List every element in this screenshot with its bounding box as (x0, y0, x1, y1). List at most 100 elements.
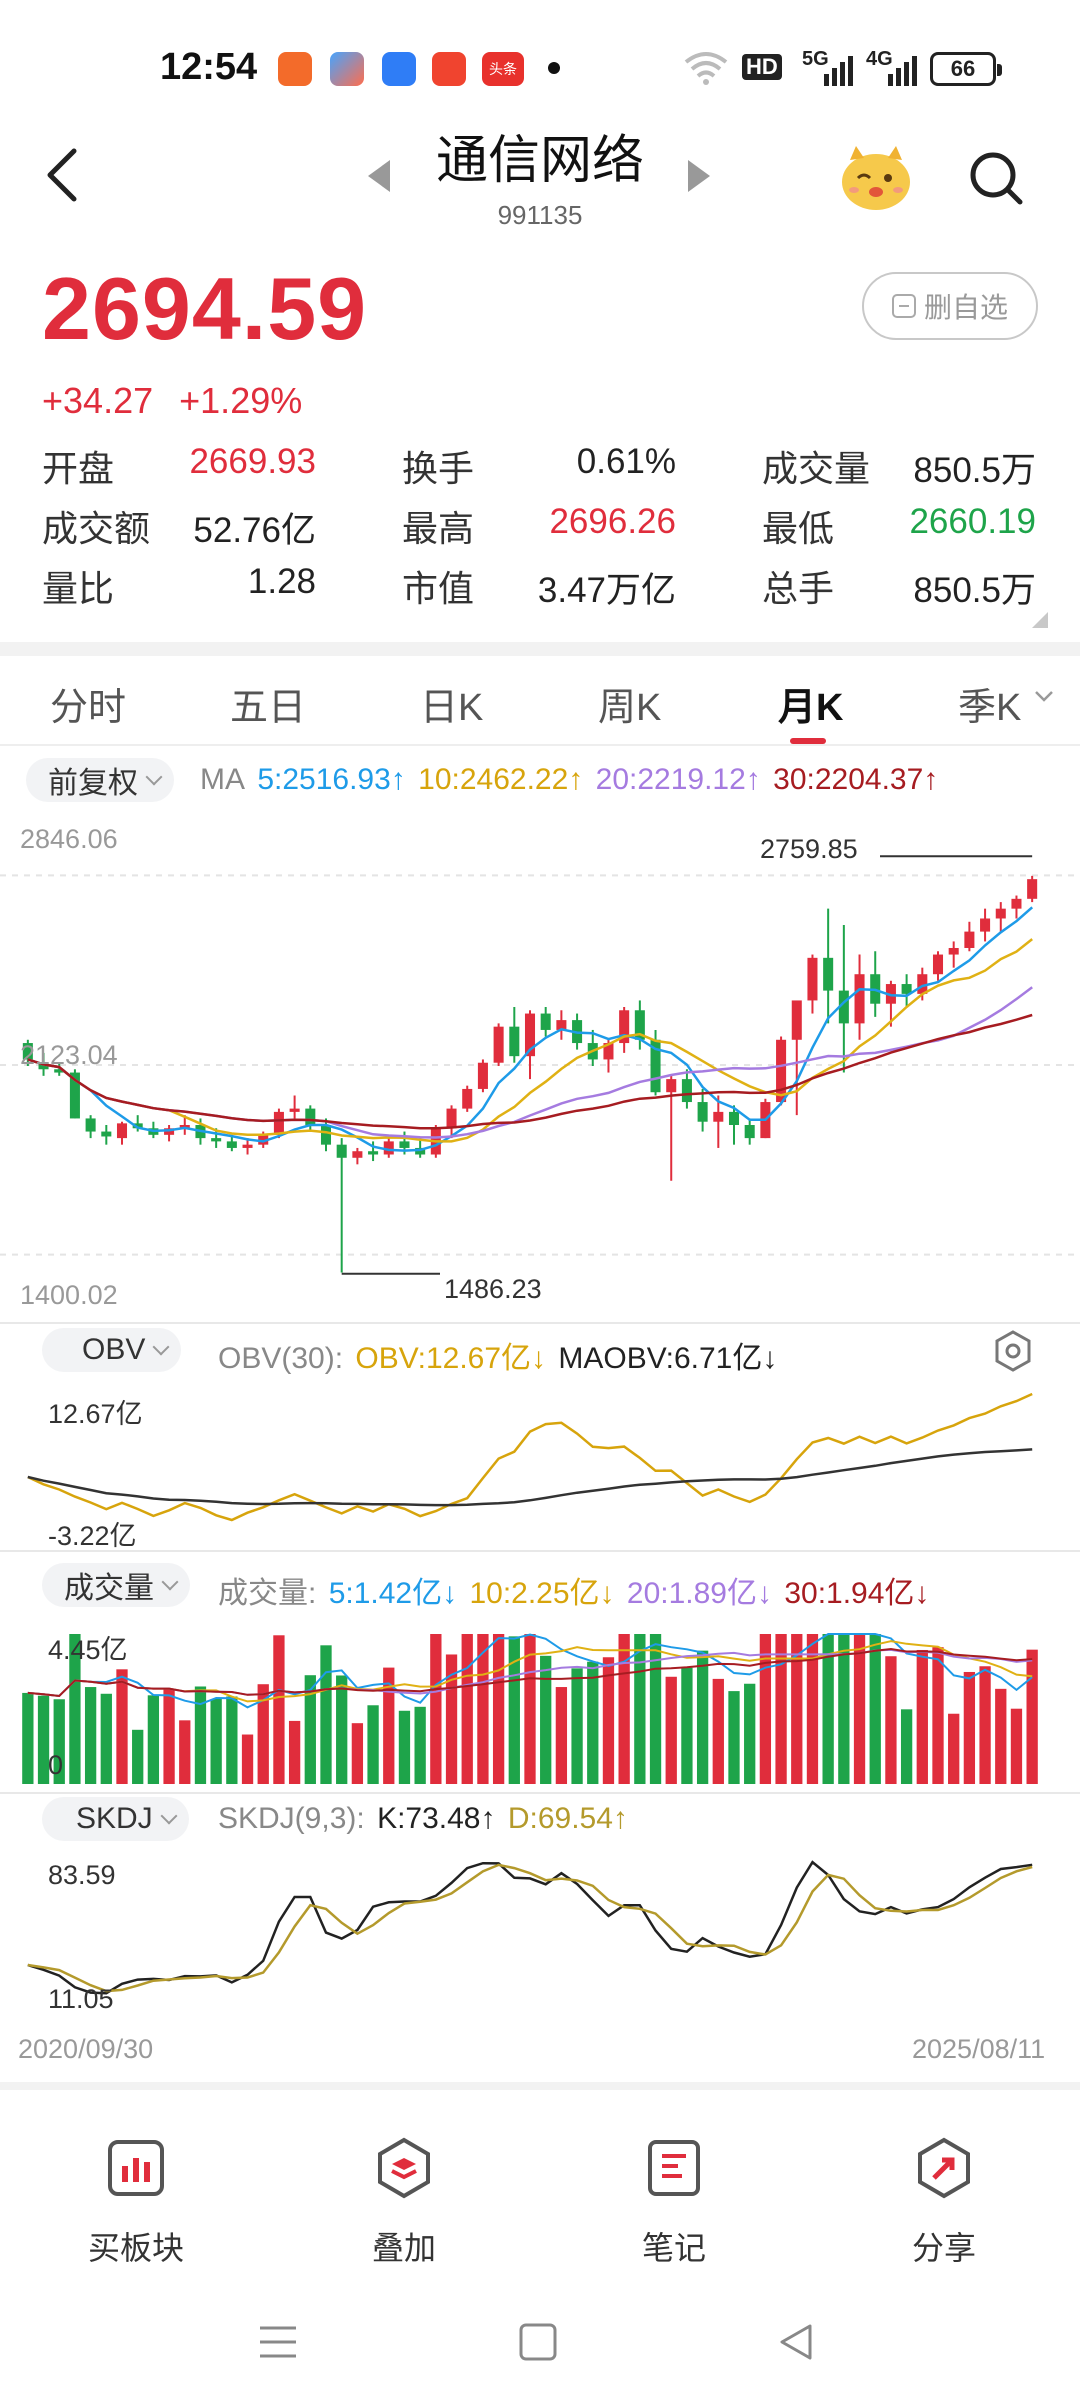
stat-value: 2696.26 (549, 502, 676, 541)
candle-up (556, 1020, 567, 1030)
page-title: 通信网络 (435, 132, 644, 190)
battery-icon: 66 (930, 52, 1002, 86)
status-dot (548, 62, 560, 74)
volume-bar-up (179, 1720, 191, 1784)
skdj-chart[interactable] (0, 1850, 1080, 2020)
volume-bar-up (948, 1713, 960, 1784)
mascot-icon[interactable] (836, 142, 916, 212)
volume-name: 成交量: (218, 1577, 317, 1610)
tab-five-day[interactable]: 五日 (230, 687, 307, 729)
volume-bar-down (226, 1696, 238, 1784)
volume-bar-up (257, 1684, 269, 1784)
hd-icon: HD (742, 54, 782, 80)
skdj-d-line (27, 1863, 1033, 1993)
candle-up (273, 1111, 284, 1135)
share-button[interactable]: 分享 (864, 2136, 1024, 2269)
kline-y-mid: 2123.04 (20, 1040, 118, 1070)
tab-daily-k[interactable]: 日K (420, 687, 484, 729)
status-bar: 12:54 头条 HD 5G 4G 66 (0, 0, 1080, 130)
tab-quarterly-k[interactable]: 季K (958, 687, 1022, 729)
volume-bar-up (963, 1671, 976, 1784)
share-label: 分享 (911, 2230, 976, 2266)
candle-up (854, 974, 865, 1024)
candle-up (932, 954, 944, 975)
skdj-selector[interactable]: SKDJ (42, 1797, 189, 1841)
candle-up (791, 1000, 802, 1040)
settings-icon[interactable] (990, 1328, 1036, 1374)
candle-up (477, 1062, 488, 1089)
home-icon[interactable] (518, 2322, 558, 2362)
volume-bar-up (430, 1634, 442, 1784)
price-change: +34.27 +1.29% (42, 380, 318, 422)
volume-bar-up (288, 1720, 301, 1784)
candle-down (54, 1069, 65, 1073)
candle-up (666, 1079, 677, 1093)
volume-bar-up (995, 1688, 1007, 1784)
notes-button[interactable]: 笔记 (594, 2136, 754, 2269)
tab-weekly-k[interactable]: 周K (598, 687, 662, 729)
volume-bar-down (367, 1705, 379, 1784)
signal-bars-icon (888, 56, 917, 86)
tab-intraday[interactable]: 分时 (50, 687, 127, 729)
candle-up (619, 1010, 630, 1044)
stat-value: 1.28 (247, 562, 316, 601)
volume-bar-down (900, 1709, 913, 1784)
candle-up (917, 974, 928, 994)
kline-y-bottom: 1400.02 (20, 1280, 118, 1310)
candle-up (258, 1134, 269, 1145)
kline-chart[interactable] (0, 812, 1080, 1318)
prev-stock-arrow-icon[interactable] (368, 160, 390, 192)
volume-bar-down (320, 1645, 332, 1784)
overlay-button[interactable]: 叠加 (324, 2136, 484, 2269)
candle-down (38, 1062, 49, 1070)
candle-down (101, 1131, 112, 1137)
stat-value: 2660.19 (909, 502, 1036, 541)
obv-selector[interactable]: OBV (42, 1328, 182, 1372)
volume-selector[interactable]: 成交量 (42, 1563, 190, 1607)
adjust-selector[interactable]: 前复权 (26, 758, 174, 802)
skdj-k-value: K:73.48↑ (377, 1802, 496, 1835)
volume-bar-up (116, 1669, 128, 1784)
obv-value: OBV:12.67亿↓ (355, 1342, 547, 1375)
candle-down (415, 1147, 426, 1155)
next-stock-arrow-icon[interactable] (688, 160, 710, 192)
search-icon[interactable] (966, 148, 1026, 208)
volume-bar-down (838, 1634, 850, 1784)
buy-sector-button[interactable]: 买板块 (56, 2136, 216, 2269)
change-value: +34.27 (42, 380, 154, 421)
volume-y-top: 4.45亿 (48, 1635, 128, 1665)
status-time: 12:54 (160, 46, 258, 88)
back-nav-icon[interactable] (776, 2322, 816, 2362)
skdj-name: SKDJ(9,3): (218, 1802, 365, 1835)
volume-bar-up (273, 1635, 285, 1784)
stat-label: 最高 (402, 508, 475, 549)
candle-up (352, 1151, 363, 1158)
tab-monthly-k[interactable]: 月K (778, 687, 844, 729)
wifi-icon (684, 52, 728, 85)
obv-chart[interactable] (0, 1380, 1080, 1546)
volume-bar-up (1010, 1708, 1023, 1784)
remove-watchlist-button[interactable]: 删自选 (862, 272, 1038, 340)
expand-corner-icon[interactable] (1032, 612, 1048, 628)
candle-down (211, 1138, 222, 1142)
candle-down (697, 1102, 708, 1122)
candle-down (132, 1123, 143, 1129)
volume-bar-up (383, 1667, 395, 1784)
separator (0, 1792, 1080, 1794)
chevron-down-icon[interactable] (1034, 690, 1054, 704)
volume-chart[interactable] (0, 1616, 1080, 1786)
volume-bar-up (916, 1649, 928, 1784)
stat-label: 开盘 (42, 448, 115, 489)
menu-icon[interactable] (258, 2322, 298, 2362)
active-tab-indicator (790, 738, 826, 744)
adjust-label: 前复权 (48, 767, 138, 800)
volume-y-bottom: 0 (48, 1750, 64, 1780)
skdj-k-line (27, 1860, 1033, 1995)
ma30-line (27, 1013, 1033, 1130)
candle-down (823, 957, 834, 991)
back-button[interactable] (40, 145, 90, 205)
obv-y-bottom: -3.22亿 (48, 1521, 137, 1551)
kline-high-label: 2759.85 (760, 834, 858, 864)
candle-down (744, 1124, 755, 1139)
volume-legend: 成交量: 5:1.42亿↓ 10:2.25亿↓ 20:1.89亿↓ 30:1.9… (218, 1568, 933, 1612)
